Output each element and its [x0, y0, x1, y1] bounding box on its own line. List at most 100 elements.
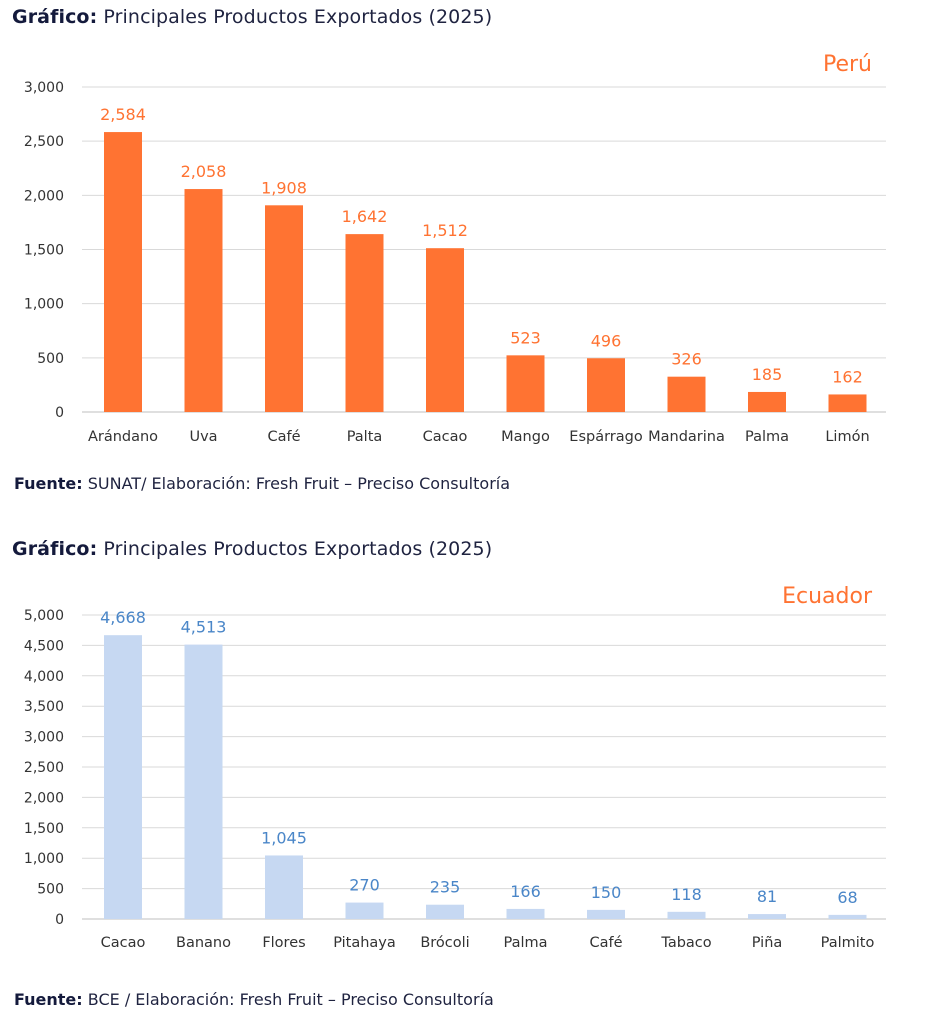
bar [265, 855, 303, 919]
source-note-peru: Fuente: SUNAT/ Elaboración: Fresh Fruit … [14, 474, 510, 493]
source-text: SUNAT/ Elaboración: Fresh Fruit – Precis… [87, 474, 511, 493]
data-label: 523 [510, 328, 541, 347]
x-tick-label: Limón [825, 429, 869, 445]
bars [104, 132, 867, 413]
bar [587, 358, 625, 412]
x-tick-label: Palma [745, 429, 789, 445]
bar [104, 635, 142, 919]
bar [828, 394, 867, 412]
data-label: 270 [349, 876, 380, 895]
data-label: 166 [510, 882, 541, 901]
x-tick-labels: Arándano Uva Café Palta Cacao Mango Espárrago M… [88, 429, 870, 445]
bar [828, 914, 867, 919]
bar [184, 189, 223, 412]
chart-heading-peru: Gráfico: Principales Productos Exportado… [12, 6, 492, 28]
x-tick-label: Uva [189, 429, 217, 445]
y-tick-label: 1,500 [24, 821, 64, 837]
bar [748, 391, 786, 412]
data-label: 326 [671, 350, 702, 369]
y-tick-label: 3,000 [24, 730, 64, 746]
data-label: 150 [591, 883, 622, 902]
source-bold: Fuente: [14, 474, 83, 493]
x-tick-label: Mandarina [648, 429, 725, 445]
y-tick-label: 4,500 [24, 638, 64, 654]
source-bold: Fuente: [14, 990, 83, 1009]
data-label: 162 [832, 367, 863, 386]
source-text: BCE / Elaboración: Fresh Fruit – Preciso… [87, 990, 494, 1009]
y-tick-label: 0 [55, 405, 64, 421]
y-tick-label: 2,000 [24, 188, 64, 204]
bar [265, 205, 303, 412]
bar [587, 909, 625, 919]
x-tick-label: Espárrago [569, 429, 643, 445]
bar [667, 911, 706, 919]
data-label: 81 [757, 887, 777, 906]
x-tick-label: Cacao [101, 935, 146, 951]
x-tick-label: Palmito [821, 935, 875, 951]
y-tick-label: 2,000 [24, 790, 64, 806]
data-label: 1,512 [422, 221, 468, 240]
source-note-ecuador: Fuente: BCE / Elaboración: Fresh Fruit –… [14, 990, 494, 1009]
data-label: 4,668 [100, 608, 146, 627]
data-label: 1,045 [261, 828, 307, 847]
x-tick-label: Mango [501, 429, 550, 445]
bar [426, 904, 464, 919]
data-label: 185 [752, 365, 783, 384]
data-label: 235 [430, 878, 461, 897]
y-tick-labels: 0 500 1,000 1,500 2,000 2,500 3,000 [24, 80, 64, 421]
x-tick-label: Café [267, 429, 300, 445]
x-tick-label: Café [589, 935, 622, 951]
bar [506, 908, 545, 919]
bar [748, 914, 786, 919]
bar [506, 355, 545, 412]
y-tick-label: 1,500 [24, 243, 64, 259]
data-label: 68 [837, 888, 857, 907]
x-tick-label: Arándano [88, 429, 158, 445]
data-label: 4,513 [181, 618, 227, 637]
bars [104, 635, 867, 919]
heading-bold: Gráfico: [12, 6, 98, 28]
y-tick-label: 2,500 [24, 760, 64, 776]
x-tick-label: Banano [176, 935, 231, 951]
x-tick-label: Flores [262, 935, 305, 951]
data-label: 2,058 [181, 162, 227, 181]
data-label: 1,642 [342, 207, 388, 226]
y-tick-label: 0 [55, 912, 64, 928]
chart-heading-ecuador: Gráfico: Principales Productos Exportado… [12, 538, 492, 560]
x-tick-labels: Cacao Banano Flores Pitahaya Brócoli Palma Caf… [101, 935, 875, 951]
heading-bold: Gráfico: [12, 538, 98, 560]
bar-chart-peru: 0 500 1,000 1,500 2,000 2,500 3,000 2,584 2,058… [24, 52, 886, 445]
bar [345, 902, 384, 919]
heading-text: Principales Productos Exportados (2025) [103, 538, 493, 560]
data-labels: 4,668 4,513 1,045 270 235 166 150 118 81 68 [100, 608, 858, 907]
chart-title: Perú [823, 52, 872, 77]
y-tick-label: 3,000 [24, 80, 64, 96]
bar [104, 132, 142, 413]
bar-chart-ecuador: 0 500 1,000 1,500 2,000 2,500 3,000 3,500 4,000 4… [24, 584, 886, 951]
chart-title: Ecuador [782, 584, 873, 609]
y-tick-label: 5,000 [24, 608, 64, 624]
x-tick-label: Piña [752, 935, 783, 951]
bar [184, 644, 223, 919]
y-tick-label: 2,500 [24, 134, 64, 150]
data-labels: 2,584 2,058 1,908 1,642 1,512 523 496 326 185 162 [100, 105, 863, 386]
data-label: 496 [591, 331, 622, 350]
x-tick-label: Brócoli [420, 935, 469, 951]
y-tick-label: 500 [37, 351, 64, 367]
y-tick-label: 3,500 [24, 699, 64, 715]
x-tick-label: Pitahaya [333, 935, 396, 951]
y-tick-labels: 0 500 1,000 1,500 2,000 2,500 3,000 3,500 4,000 4… [24, 608, 64, 928]
x-tick-label: Palta [347, 429, 383, 445]
y-tick-label: 4,000 [24, 669, 64, 685]
y-tick-label: 500 [37, 882, 64, 898]
data-label: 2,584 [100, 105, 146, 124]
y-tick-label: 1,000 [24, 297, 64, 313]
y-tick-label: 1,000 [24, 851, 64, 867]
data-label: 118 [671, 885, 702, 904]
data-label: 1,908 [261, 178, 307, 197]
x-tick-label: Tabaco [660, 935, 711, 951]
bar [426, 248, 464, 412]
x-tick-label: Palma [503, 935, 547, 951]
bar [667, 376, 706, 412]
heading-text: Principales Productos Exportados (2025) [103, 6, 493, 28]
